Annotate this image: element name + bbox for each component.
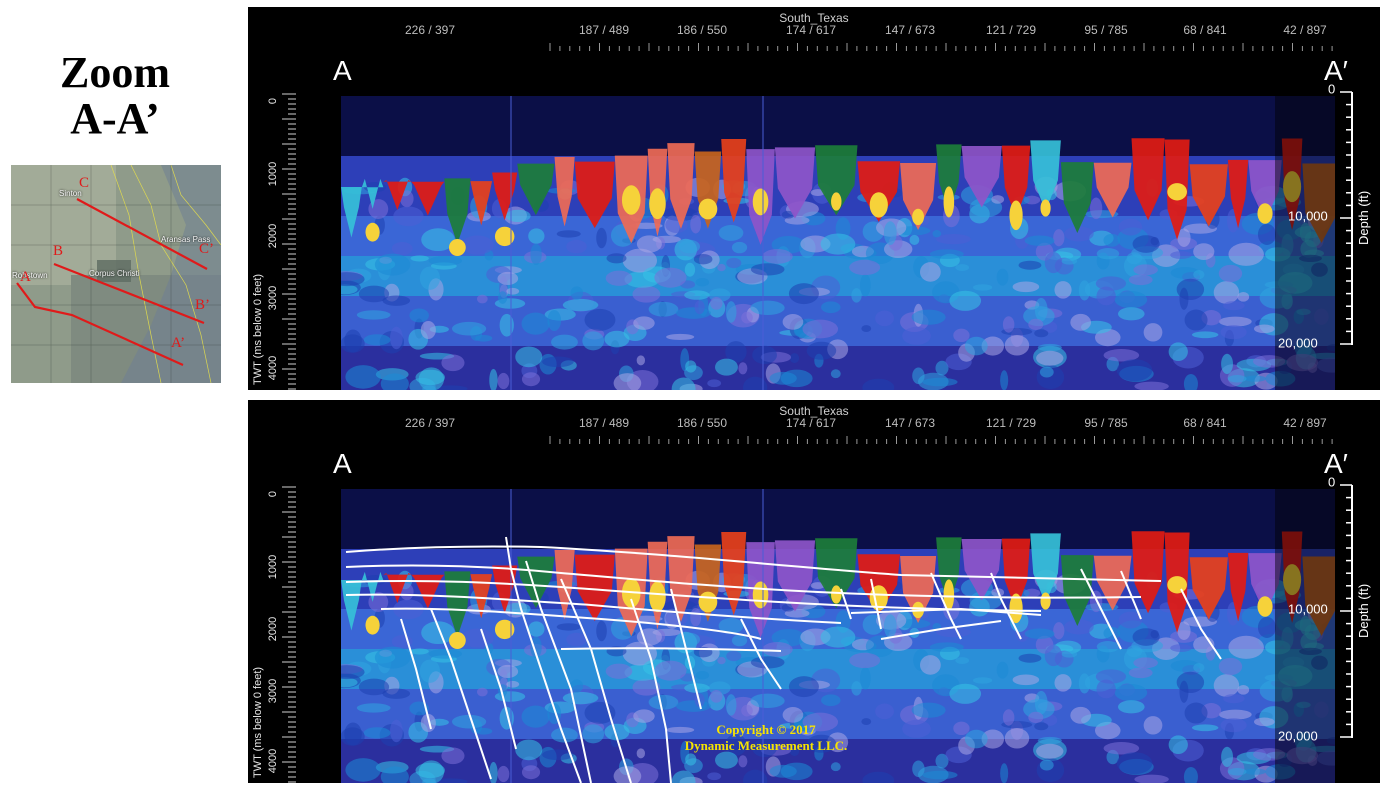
map-letter-b-prime: B’ [195,297,210,313]
depth-tick-label: 20,000 [1278,335,1318,351]
zoom-title-line2: A-A’ [70,94,160,143]
depth-tick-label: 0 [1328,81,1336,97]
copyright-line2: Dynamic Measurement LLC. [684,738,848,753]
depth-tick-label: 20,000 [1278,728,1318,744]
zoom-title: Zoom A-A’ [20,50,210,142]
location-map: Sinton Aransas Pass Corpus Christi Robst… [11,165,221,383]
twt-tick-label: 4000 [267,748,279,774]
twt-tick-label: 0 [267,97,279,105]
twt-tick-label: 3000 [267,678,279,704]
seismic-panel-interpreted: South_Texas 226 / 397 187 / 489 186 / 550 17… [248,400,1380,783]
trace-label: 147 / 673 [884,23,936,37]
trace-ticks [549,436,1333,444]
trace-label: 187 / 489 [578,23,630,37]
seismic-section-image [341,489,1335,783]
trace-label: 174 / 617 [785,416,837,430]
survey-title: South_Texas [779,11,849,25]
section-end-label: A′ [1324,55,1348,86]
map-label-corpus-christi: Corpus Christi [89,269,140,278]
depth-axis-line [1340,91,1353,345]
map-graphic [11,165,221,383]
depth-axis-line [1340,484,1353,738]
section-end-label: A′ [1324,448,1348,479]
twt-tick-label: 1000 [267,554,279,580]
twt-axis-ticks [282,93,296,390]
depth-axis-title: Depth (ft) [1356,190,1371,245]
twt-tick-label: 2000 [267,616,279,642]
twt-axis-title: TWT (ms below 0 feet) [252,273,264,385]
trace-label: 42 / 897 [1283,23,1327,37]
zoom-title-line1: Zoom [60,48,170,97]
trace-label: 174 / 617 [785,23,837,37]
fault-interpretation [345,536,1222,783]
twt-tick-label: 2000 [267,223,279,249]
map-label-aransas-pass: Aransas Pass [161,235,211,244]
copyright-line1: Copyright © 2017 [716,722,816,737]
trace-label: 95 / 785 [1084,23,1128,37]
trace-label: 186 / 550 [676,23,728,37]
trace-label: 147 / 673 [884,416,936,430]
trace-label: 186 / 550 [676,416,728,430]
trace-label: 226 / 397 [404,23,456,37]
twt-tick-label: 0 [267,490,279,498]
trace-label: 42 / 897 [1283,416,1327,430]
seismic-section-image [341,96,1335,390]
map-letter-a-prime: A’ [171,335,186,351]
trace-label: 121 / 729 [985,416,1037,430]
depth-tick-label: 0 [1328,474,1336,490]
trace-label: 226 / 397 [404,416,456,430]
twt-tick-label: 3000 [267,285,279,311]
map-letter-a: A [20,269,31,285]
depth-axis-title: Depth (ft) [1356,583,1371,638]
twt-tick-label: 1000 [267,161,279,187]
trace-ticks [549,43,1333,51]
seismic-panel-top: South_Texas 226 / 397 187 / 489 186 / 550 17… [248,7,1380,390]
twt-tick-label: 4000 [267,355,279,381]
trace-label: 68 / 841 [1183,23,1227,37]
trace-label: 68 / 841 [1183,416,1227,430]
copyright-notice: Copyright © 2017 Dynamic Measurement LLC… [646,722,886,754]
section-start-label: A [333,448,352,479]
twt-axis-ticks [282,486,296,783]
map-letter-c-prime: C’ [199,241,214,257]
trace-label: 95 / 785 [1084,416,1128,430]
depth-tick-label: 10,000 [1288,601,1328,617]
map-letter-c: C [79,175,90,191]
survey-title: South_Texas [779,404,849,418]
map-label-robstown: Robstown [12,271,48,280]
section-start-label: A [333,55,352,86]
twt-axis-title: TWT (ms below 0 feet) [252,666,264,778]
map-label-sinton: Sinton [59,189,82,198]
trace-label: 121 / 729 [985,23,1037,37]
trace-label: 187 / 489 [578,416,630,430]
depth-tick-label: 10,000 [1288,208,1328,224]
map-letter-b: B [53,243,64,259]
